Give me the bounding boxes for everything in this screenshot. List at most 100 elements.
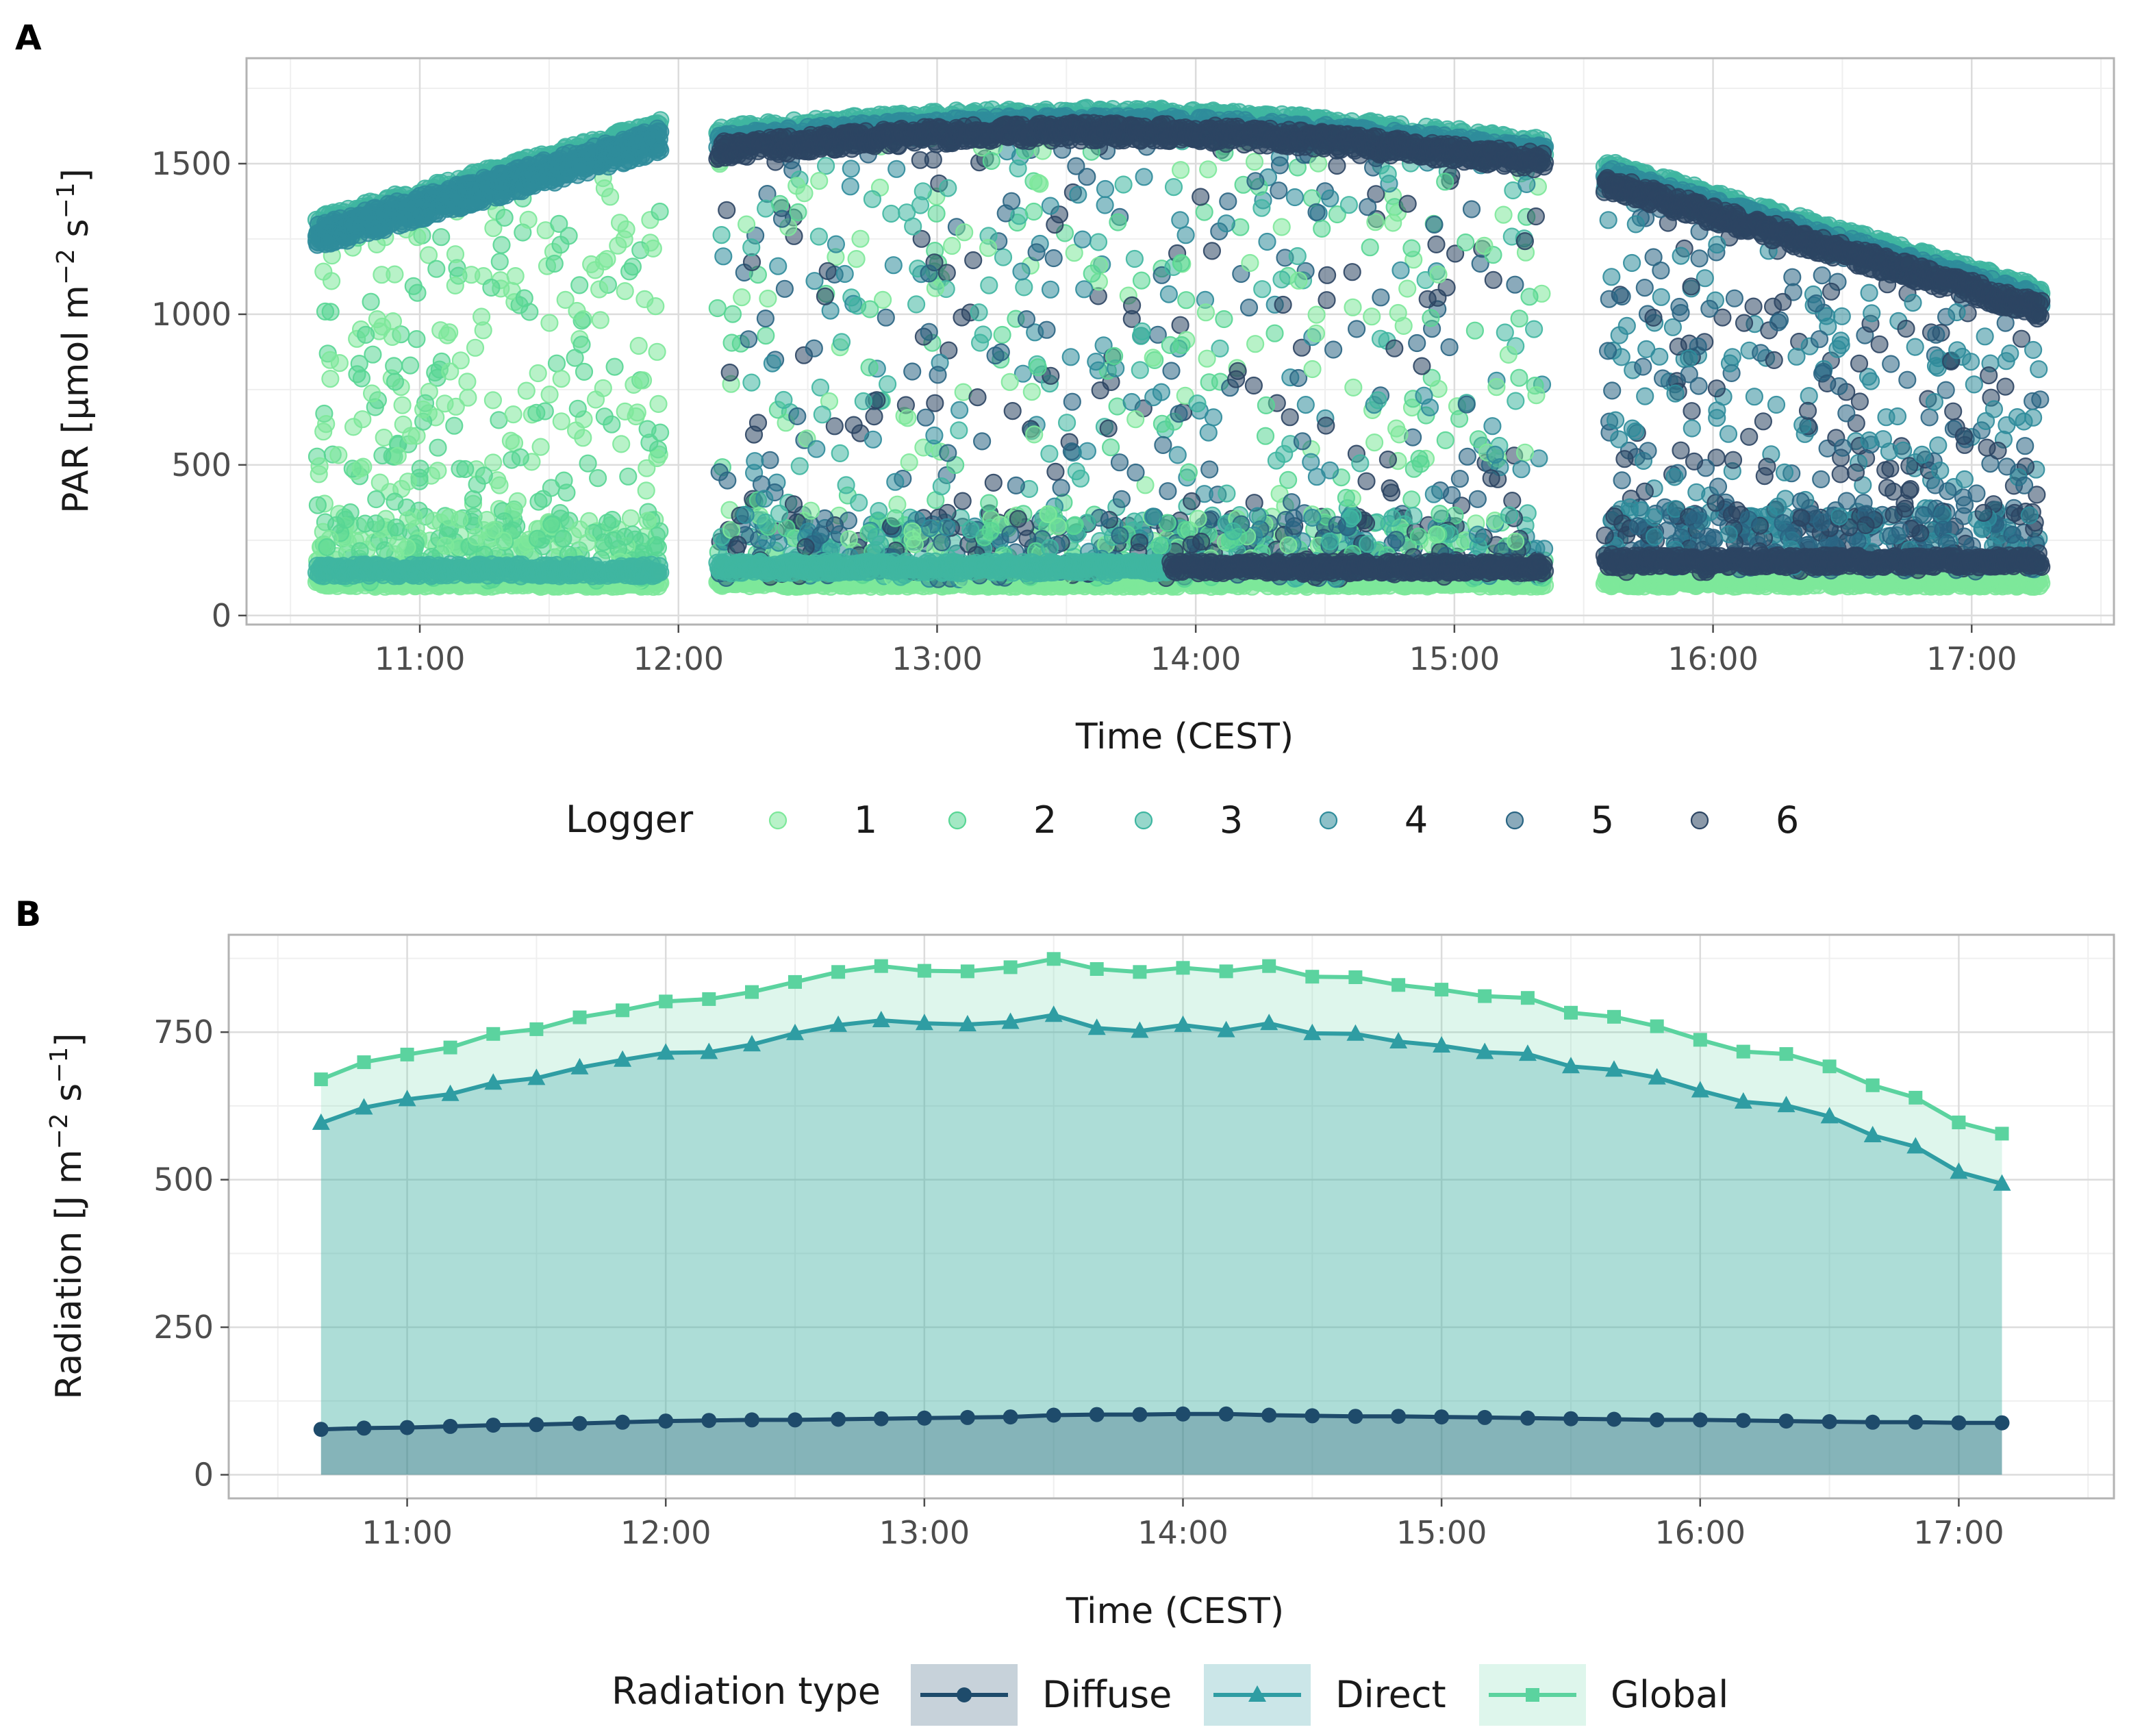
logger-1-point xyxy=(594,379,612,397)
logger-2-point xyxy=(1256,427,1275,445)
logger-6-point xyxy=(1046,462,1065,481)
logger-4-point xyxy=(807,440,826,458)
logger-6-point xyxy=(1202,242,1222,260)
logger-3-point xyxy=(914,182,932,201)
logger-2-point xyxy=(352,369,371,388)
logger-1-point xyxy=(519,210,538,229)
logger-2-point xyxy=(529,492,548,511)
logger-1-point xyxy=(440,323,459,342)
logger-3-point xyxy=(878,375,897,394)
logger-6-point xyxy=(1318,266,1337,284)
logger-2-point xyxy=(1083,264,1101,283)
logger-2-point xyxy=(860,358,879,377)
logger-1-point xyxy=(810,172,829,190)
logger-1-point xyxy=(1307,305,1326,324)
logger-2-point xyxy=(927,204,946,223)
logger-1-point xyxy=(1126,410,1145,429)
logger-5-point xyxy=(756,310,775,328)
logger-5-point xyxy=(1067,157,1085,175)
logger-2-point xyxy=(545,254,564,273)
logger-5-point xyxy=(839,511,858,530)
logger-2-point xyxy=(429,438,447,457)
logger-3-point xyxy=(837,476,855,494)
logger-3-point xyxy=(950,421,968,440)
logger-3-point xyxy=(831,444,849,463)
logger-2-point xyxy=(575,362,594,381)
logger-4-point xyxy=(1302,453,1320,471)
logger-2-point xyxy=(432,228,451,247)
logger-2-point xyxy=(1520,288,1539,306)
logger-1-point xyxy=(737,215,756,234)
logger-2-point xyxy=(445,416,464,435)
logger-1-point xyxy=(851,229,870,248)
logger-1-point xyxy=(388,446,407,465)
logger-1-point xyxy=(408,228,427,247)
logger-2-point xyxy=(427,260,446,278)
logger-1-point xyxy=(1398,279,1417,298)
logger-5-point xyxy=(1442,486,1461,505)
logger-6-point xyxy=(1526,207,1545,226)
logger-2-point xyxy=(640,433,659,452)
logger-5-point xyxy=(1126,463,1145,482)
logger-2-point xyxy=(366,514,386,533)
logger-1-point xyxy=(451,351,470,370)
logger-2-point xyxy=(1465,321,1484,340)
logger-1-point xyxy=(637,481,655,500)
logger-6-point xyxy=(1385,339,1404,357)
logger-6-point xyxy=(1378,450,1398,469)
logger-2-point xyxy=(598,513,617,532)
logger-2-point xyxy=(528,529,547,548)
logger-3-point xyxy=(1125,249,1144,268)
logger-1-point xyxy=(1025,425,1044,444)
logger-6-point xyxy=(1244,376,1263,395)
logger-4-point xyxy=(950,401,969,419)
logger-5-point xyxy=(933,533,951,552)
logger-2-point xyxy=(1409,527,1428,546)
logger-4-point xyxy=(769,533,788,552)
logger-5-point xyxy=(1328,516,1346,534)
logger-3-point xyxy=(1218,484,1236,503)
logger-1-point xyxy=(638,512,657,530)
logger-2-point xyxy=(551,236,570,254)
logger-5-point xyxy=(1282,493,1301,512)
logger-4-point xyxy=(1248,507,1267,525)
logger-1-point xyxy=(733,288,751,307)
logger-4-point xyxy=(1171,211,1189,229)
logger-1-point xyxy=(429,462,447,480)
logger-2-point xyxy=(1510,368,1528,387)
logger-5-point xyxy=(775,279,794,298)
logger-1-point xyxy=(393,396,412,414)
logger-5-point xyxy=(1002,192,1021,210)
logger-3-point xyxy=(1015,278,1033,297)
logger-4-point xyxy=(755,490,774,508)
logger-2-point xyxy=(1105,347,1124,366)
logger-4-point xyxy=(1424,485,1443,503)
logger-6-point xyxy=(1427,235,1446,253)
logger-5-point xyxy=(1219,192,1237,211)
logger-3-point xyxy=(1339,196,1359,214)
logger-4-point xyxy=(1168,446,1187,464)
logger-2-point xyxy=(1109,213,1127,231)
logger-2-point xyxy=(651,202,669,221)
logger-5-point xyxy=(752,475,771,494)
logger-1-point xyxy=(1487,377,1506,397)
logger-2-point xyxy=(407,330,426,349)
logger-3-point xyxy=(1089,233,1108,251)
logger-1-point xyxy=(903,530,922,549)
logger-1-point xyxy=(574,429,592,447)
logger-5-point xyxy=(1440,338,1459,357)
logger-2-point xyxy=(980,494,998,512)
logger-2-point xyxy=(475,466,493,485)
logger-3-point xyxy=(907,295,926,314)
logger-1-point xyxy=(595,179,614,198)
logger-5-point xyxy=(877,308,895,327)
logger-3-point xyxy=(774,390,793,410)
logger-2-point xyxy=(364,345,382,364)
logger-1-point xyxy=(504,405,522,424)
logger-3-point xyxy=(712,226,731,244)
logger-5-point xyxy=(1408,334,1426,353)
logger-5-point xyxy=(1112,490,1131,508)
logger-6-point xyxy=(953,492,972,510)
logger-2-point xyxy=(1436,173,1454,191)
logger-3-point xyxy=(1288,247,1307,266)
